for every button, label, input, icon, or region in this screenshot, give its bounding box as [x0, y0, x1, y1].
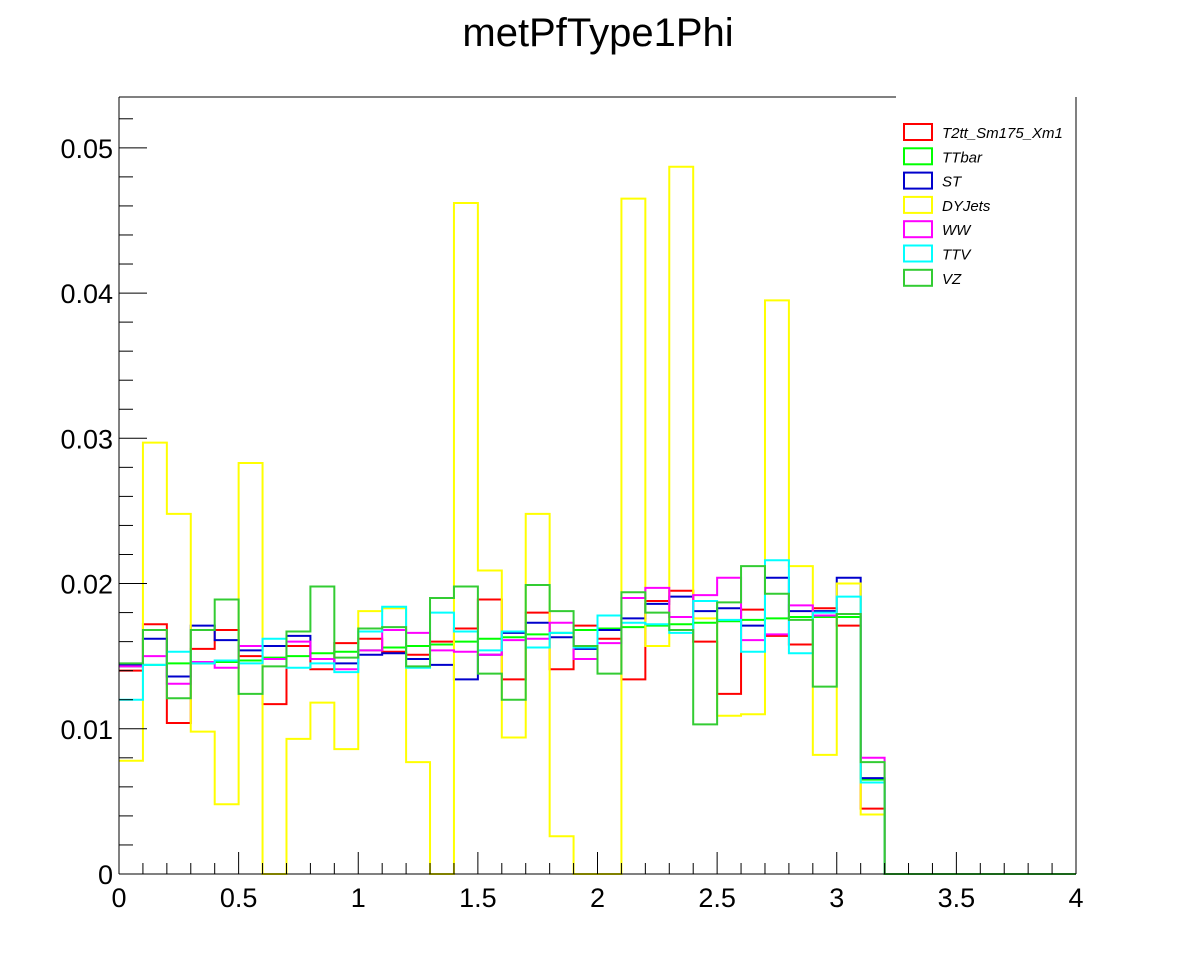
legend-entry: WW: [903, 220, 972, 239]
legend-entry: ST: [903, 171, 963, 191]
legend-swatch: [903, 147, 933, 166]
series-line-vz: [119, 565, 1076, 875]
legend-label: DYJets: [942, 198, 991, 215]
legend-entry: T2tt_Sm175_Xm1: [903, 123, 1063, 142]
x-tick-label: 2.5: [698, 883, 736, 913]
x-tick-label: 2: [590, 883, 605, 913]
x-tick-label: 3: [829, 883, 844, 913]
y-tick-label: 0.05: [60, 134, 113, 164]
axes: 0 0.5 1 1.5 2 2.5 3 3.5 4 0 0.01 0.02 0.03 0.04 0.05: [60, 97, 1084, 913]
legend-swatch: [903, 268, 933, 287]
legend-entry: DYJets: [903, 195, 991, 215]
legend-label: WW: [942, 222, 972, 239]
plot-frame: [119, 96, 1077, 874]
series-line-t2tt-sm175-xm1: [119, 589, 1076, 875]
series-line-ttv: [119, 559, 1076, 875]
x-tick-label: 0.5: [220, 883, 258, 913]
legend-entry: TTbar: [903, 147, 983, 166]
legend-swatch: [903, 171, 933, 190]
legend-label: TTV: [942, 247, 972, 264]
x-tick-label: 0: [111, 883, 126, 913]
legend-label: VZ: [942, 271, 962, 288]
x-tick-label: 1.5: [459, 883, 497, 913]
y-tick-label: 0.04: [60, 279, 113, 309]
x-tick-label: 1: [351, 883, 366, 913]
legend-swatch: [903, 195, 933, 214]
legend-entry: TTV: [903, 244, 972, 264]
legend-entry: VZ: [903, 268, 962, 288]
legend-label: TTbar: [942, 149, 983, 166]
legend-swatch: [903, 123, 933, 141]
legend-swatch: [903, 244, 933, 263]
legend-swatch: [903, 220, 933, 239]
x-tick-label: 3.5: [938, 883, 976, 913]
legend-label: T2tt_Sm175_Xm1: [942, 125, 1063, 142]
chart-title: metPfType1Phi: [462, 11, 733, 55]
y-tick-label: 0.03: [60, 424, 113, 454]
legend: T2tt_Sm175_Xm1 TTbar ST DYJets WW TTV VZ: [903, 123, 1063, 288]
x-tick-label: 4: [1068, 883, 1083, 913]
y-tick-label: 0.01: [60, 715, 113, 745]
y-tick-label: 0: [98, 860, 113, 890]
legend-label: ST: [942, 174, 963, 191]
y-tick-label: 0.02: [60, 570, 113, 600]
